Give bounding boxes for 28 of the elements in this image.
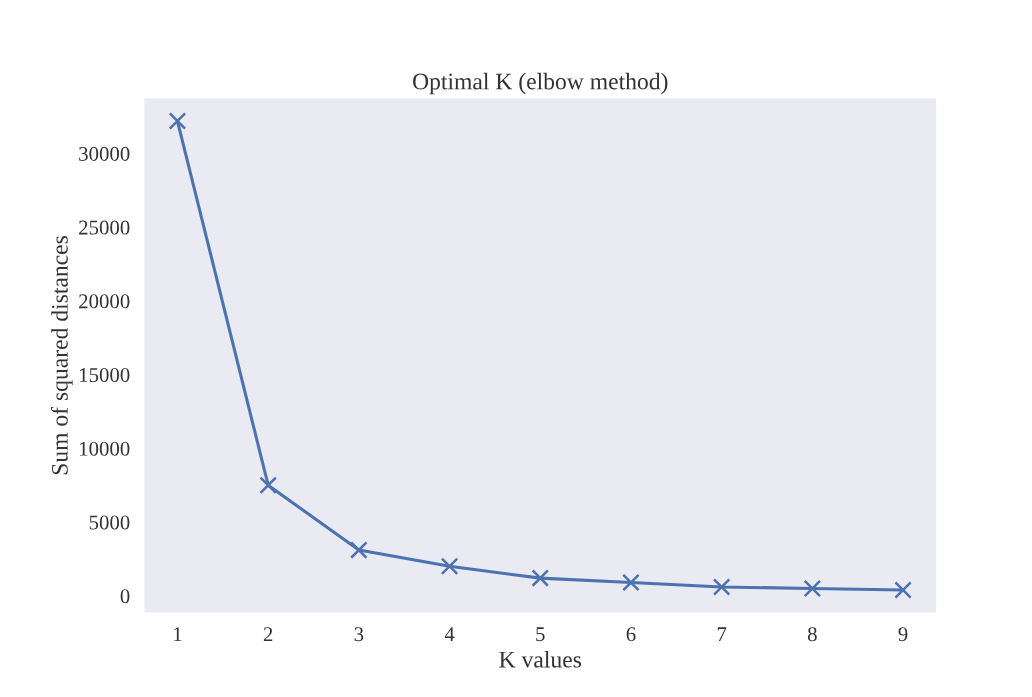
- point: [803, 579, 822, 598]
- point: [622, 573, 640, 592]
- y-tick-label: 20000: [79, 294, 130, 309]
- point: [440, 557, 459, 576]
- x-tick-label: 6: [626, 627, 636, 642]
- x-tick-label: 3: [354, 627, 364, 642]
- y-tick-label: 0: [120, 589, 130, 604]
- x-tick-label: 4: [444, 627, 455, 642]
- y-axis-title: Sum of squared distances: [50, 236, 73, 475]
- x-tick-label: 1: [174, 627, 182, 642]
- point: [349, 541, 368, 559]
- x-tick-label: 7: [717, 627, 727, 642]
- y-tick-label: 5000: [89, 515, 130, 530]
- point: [531, 569, 550, 588]
- x-tick-label: 8: [807, 627, 817, 642]
- y-tick-label: 25000: [79, 220, 130, 235]
- point: [259, 476, 278, 495]
- x-tick-label: 5: [536, 627, 545, 642]
- chart-title: Optimal K (elbow method): [413, 72, 668, 95]
- y-tick-label: 30000: [79, 146, 130, 161]
- x-axis-title: K values: [499, 651, 582, 668]
- y-tick-label: 10000: [80, 441, 130, 456]
- point: [894, 581, 912, 599]
- point: [712, 578, 731, 596]
- y-tick-label: 15000: [80, 368, 130, 383]
- x-tick-label: 2: [263, 627, 273, 642]
- x-tick-label: 9: [898, 627, 908, 642]
- point: [168, 112, 187, 130]
